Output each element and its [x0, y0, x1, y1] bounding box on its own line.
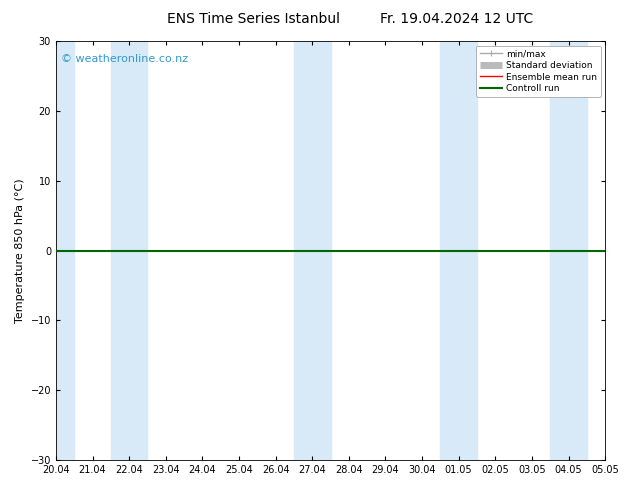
Bar — [441, 41, 477, 460]
Y-axis label: Temperature 850 hPa (°C): Temperature 850 hPa (°C) — [15, 178, 25, 323]
Text: Fr. 19.04.2024 12 UTC: Fr. 19.04.2024 12 UTC — [380, 12, 533, 26]
Text: ENS Time Series Istanbul: ENS Time Series Istanbul — [167, 12, 340, 26]
Bar — [294, 41, 330, 460]
Legend: min/max, Standard deviation, Ensemble mean run, Controll run: min/max, Standard deviation, Ensemble me… — [476, 46, 600, 97]
Bar — [550, 41, 587, 460]
Bar — [56, 41, 74, 460]
Text: © weatheronline.co.nz: © weatheronline.co.nz — [61, 53, 188, 64]
Bar — [111, 41, 148, 460]
